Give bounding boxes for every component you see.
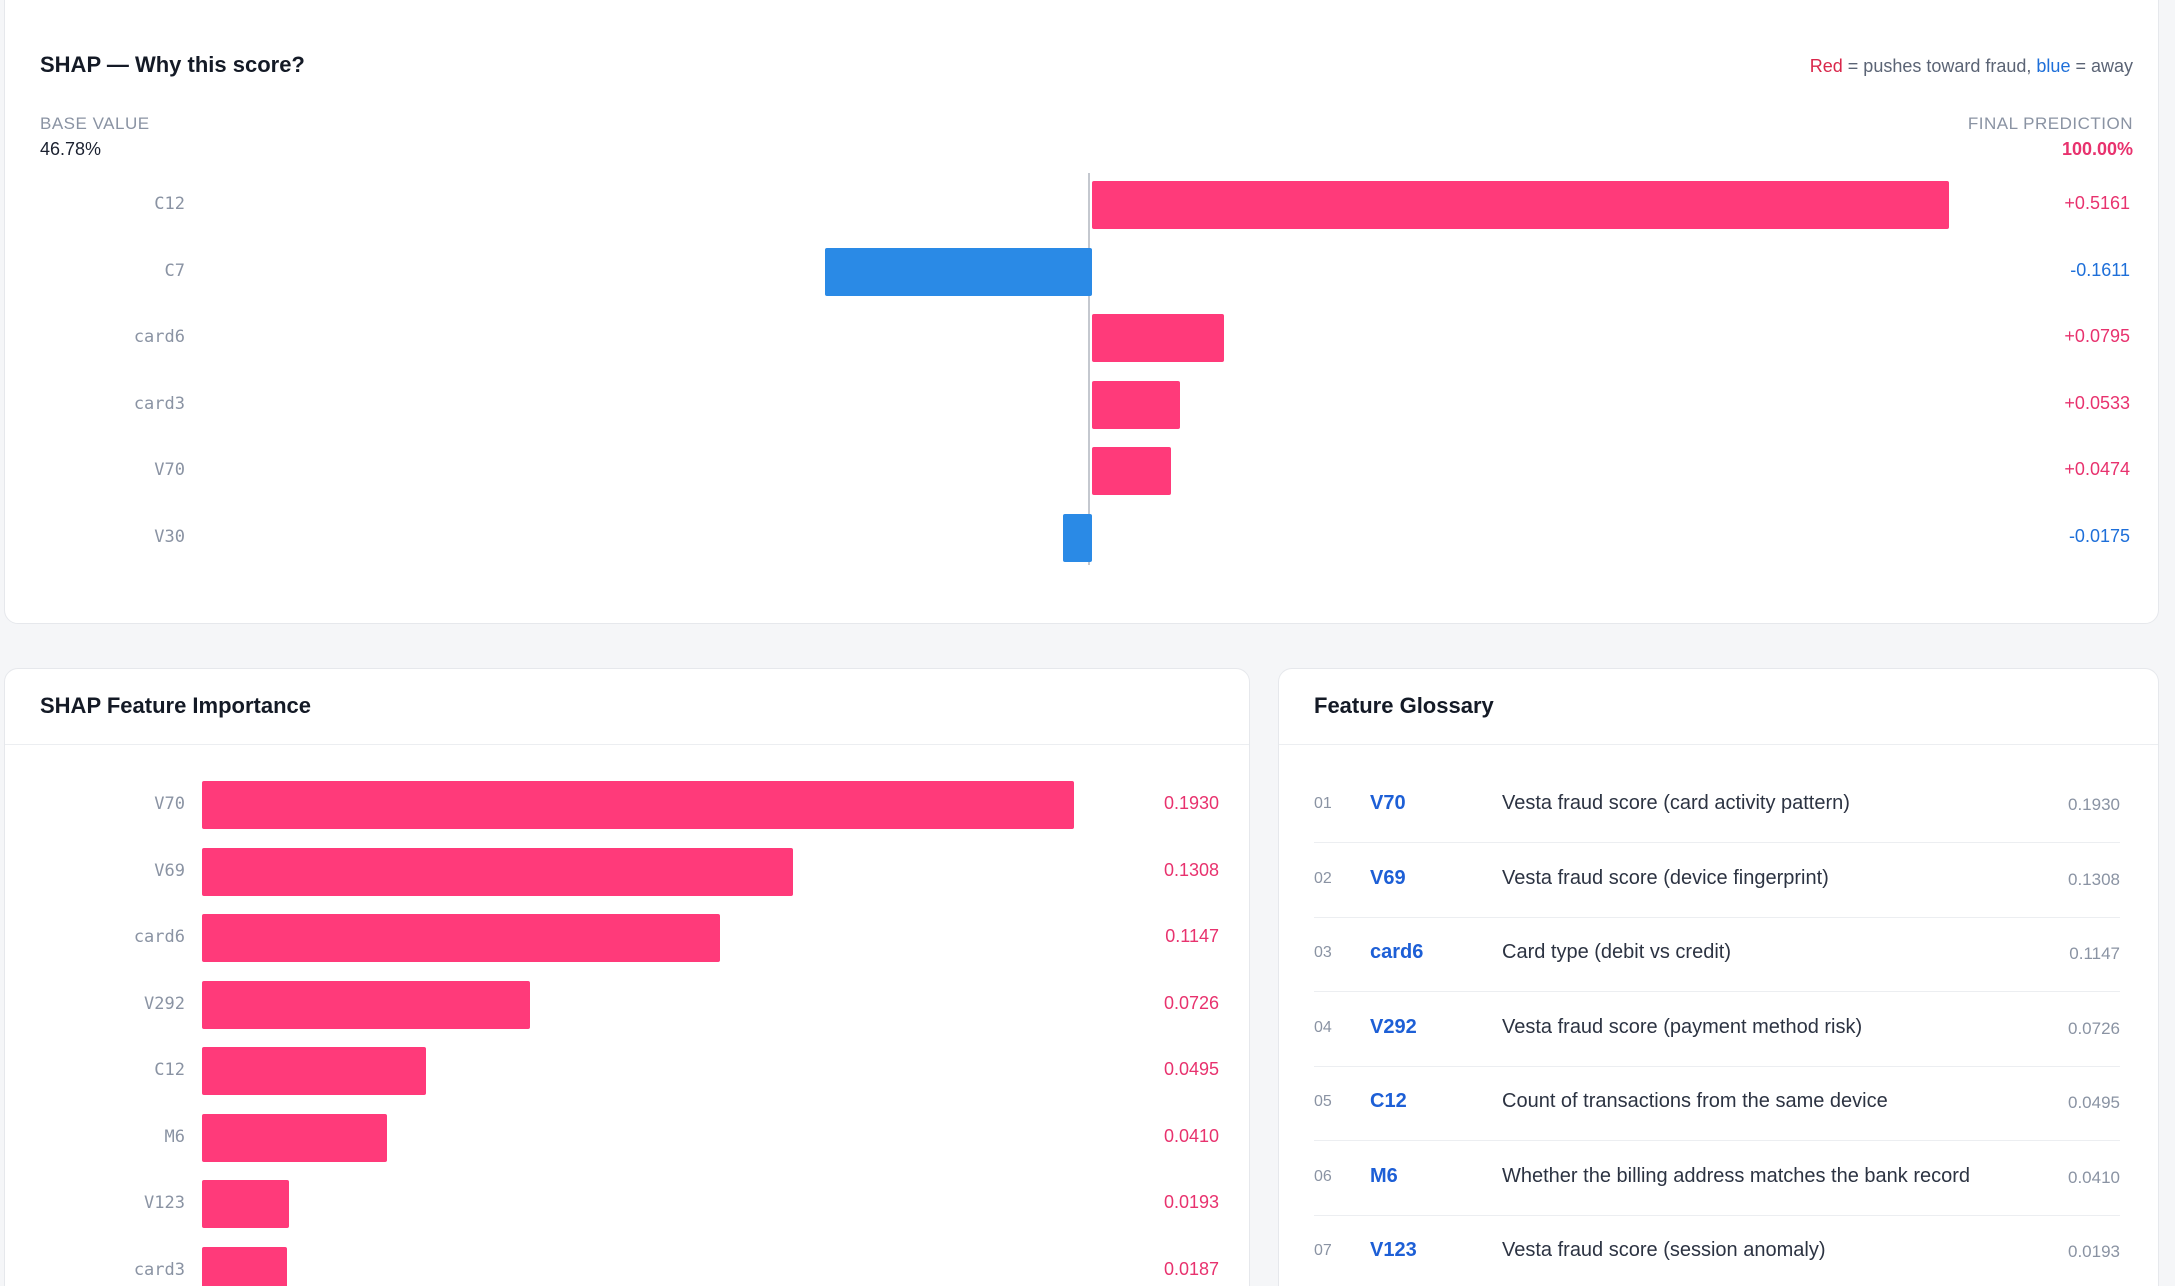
glossary-row-number: 01 bbox=[1314, 795, 1332, 812]
shap-why-card: SHAP — Why this score? Red = pushes towa… bbox=[4, 0, 2159, 624]
glossary-importance-value: 0.0726 bbox=[2068, 1018, 2120, 1038]
glossary-feature-code: V123 bbox=[1370, 1239, 1417, 1261]
glossary-feature-description: Whether the billing address matches the … bbox=[1502, 1164, 1971, 1187]
importance-bar-card6 bbox=[202, 914, 721, 962]
importance-bar-v69 bbox=[202, 847, 794, 896]
feature-label-card3: card3 bbox=[133, 393, 185, 414]
title-divider bbox=[1279, 744, 2158, 745]
shap-bar-v30 bbox=[1062, 513, 1092, 562]
glossary-feature-code: C12 bbox=[1370, 1090, 1407, 1112]
shap-value-v70: +0.0474 bbox=[2064, 459, 2130, 479]
glossary-feature-code: M6 bbox=[1370, 1164, 1398, 1187]
glossary-importance-value: 0.1930 bbox=[2068, 795, 2120, 814]
importance-label-card6: card6 bbox=[133, 927, 185, 947]
glossary-row-number: 07 bbox=[1314, 1242, 1332, 1259]
legend-end: = away bbox=[2070, 56, 2133, 76]
shap-value-c12: +0.5161 bbox=[2064, 193, 2130, 213]
importance-label-v70: V70 bbox=[154, 794, 185, 814]
importance-bar-v70 bbox=[202, 781, 1075, 829]
shap-why-title: SHAP — Why this score? bbox=[40, 52, 305, 77]
importance-label-v123: V123 bbox=[144, 1193, 185, 1213]
feature-importance-title: SHAP Feature Importance bbox=[40, 693, 312, 718]
glossary-feature-description: Card type (debit vs credit) bbox=[1502, 941, 1731, 963]
final-prediction-value: 100.00% bbox=[2061, 139, 2133, 159]
importance-label-v69: V69 bbox=[154, 860, 185, 881]
feature-glossary-title: Feature Glossary bbox=[1314, 693, 1494, 718]
shap-legend: Red = pushes toward fraud, blue = away bbox=[1810, 56, 2133, 77]
glossary-feature-description: Count of transactions from the same devi… bbox=[1502, 1090, 1888, 1112]
shap-bar-card3 bbox=[1092, 380, 1181, 429]
importance-label-m6: M6 bbox=[164, 1126, 185, 1147]
legend-red: Red bbox=[1809, 56, 1843, 76]
glossary-importance-value: 0.0495 bbox=[2068, 1093, 2120, 1112]
importance-value-c12: 0.0495 bbox=[1163, 1059, 1219, 1079]
glossary-feature-code: V69 bbox=[1370, 866, 1406, 889]
importance-bar-v292 bbox=[202, 980, 531, 1029]
glossary-row-number: 05 bbox=[1314, 1093, 1332, 1110]
glossary-row-number: 02 bbox=[1314, 869, 1332, 887]
glossary-feature-description: Vesta fraud score (payment method risk) bbox=[1502, 1015, 1863, 1038]
legend-mid: = pushes toward fraud, bbox=[1842, 56, 2037, 76]
feature-label-c7: C7 bbox=[164, 260, 185, 281]
importance-bar-c12 bbox=[202, 1047, 426, 1095]
glossary-importance-value: 0.0410 bbox=[2068, 1167, 2120, 1187]
importance-bar-m6 bbox=[202, 1113, 388, 1162]
importance-label-card3: card3 bbox=[133, 1259, 185, 1280]
glossary-feature-description: Vesta fraud score (card activity pattern… bbox=[1502, 792, 1850, 814]
glossary-row: 06 M6 Whether the billing address matches … bbox=[1314, 1142, 2120, 1216]
importance-bar-v123 bbox=[202, 1180, 290, 1228]
glossary-row: 04 V292 Vesta fraud score (payment method … bbox=[1314, 993, 2120, 1067]
base-value: 46.78% bbox=[40, 139, 102, 159]
feature-label-v30: V30 bbox=[154, 526, 185, 547]
glossary-importance-value: 0.1308 bbox=[2068, 869, 2120, 889]
final-prediction-label: FINAL PREDICTION bbox=[1967, 114, 2133, 133]
glossary-importance-value: 0.1147 bbox=[2069, 944, 2120, 963]
glossary-row: 03 card6 Card type (debit vs credit) 0.1147 bbox=[1314, 918, 2120, 992]
glossary-feature-description: Vesta fraud score (session anomaly) bbox=[1502, 1239, 1826, 1261]
importance-value-v123: 0.0193 bbox=[1163, 1192, 1219, 1212]
feature-importance-chart: V70 0.1930 V69 0.1308 card6 0.1147 V292 0.0726 C… bbox=[5, 669, 1249, 1286]
shap-waterfall-chart: C12 +0.5161 C7 -0.1611 card6 +0.0795 card3 +0.0… bbox=[5, 0, 2160, 625]
zero-axis-line bbox=[1088, 173, 1090, 565]
importance-value-card3: 0.0187 bbox=[1163, 1258, 1219, 1279]
glossary-feature-code: V292 bbox=[1370, 1015, 1417, 1038]
glossary-feature-code: card6 bbox=[1370, 941, 1424, 963]
importance-value-v70: 0.1930 bbox=[1163, 793, 1219, 813]
importance-label-c12: C12 bbox=[154, 1060, 185, 1080]
shap-value-card3: +0.0533 bbox=[2064, 392, 2130, 413]
shap-bar-c7 bbox=[824, 247, 1092, 296]
feature-label-c12: C12 bbox=[154, 194, 185, 214]
legend-blue: blue bbox=[2036, 56, 2071, 76]
importance-value-v292: 0.0726 bbox=[1163, 992, 1219, 1013]
glossary-row: 07 V123 Vesta fraud score (session anomaly… bbox=[1314, 1216, 2120, 1286]
title-divider bbox=[5, 744, 1249, 745]
importance-value-v69: 0.1308 bbox=[1163, 859, 1219, 880]
glossary-row-number: 06 bbox=[1314, 1167, 1332, 1185]
importance-bar-card3 bbox=[202, 1246, 287, 1286]
shap-value-c7: -0.1611 bbox=[2070, 259, 2130, 280]
shap-value-card6: +0.0795 bbox=[2064, 326, 2130, 346]
feature-importance-card: SHAP Feature Importance V70 0.1930 V69 0.13… bbox=[4, 668, 1250, 1286]
shap-bar-card6 bbox=[1092, 314, 1224, 362]
importance-value-card6: 0.1147 bbox=[1165, 926, 1219, 946]
glossary-row-number: 03 bbox=[1314, 944, 1332, 961]
glossary-row: 05 C12 Count of transactions from the same… bbox=[1314, 1067, 2120, 1141]
glossary-row-number: 04 bbox=[1314, 1018, 1332, 1036]
glossary-feature-description: Vesta fraud score (device fingerprint) bbox=[1502, 866, 1829, 889]
shap-bar-c12 bbox=[1092, 181, 1949, 229]
feature-label-v70: V70 bbox=[154, 460, 185, 480]
feature-label-card6: card6 bbox=[133, 327, 185, 347]
shap-value-v30: -0.0175 bbox=[2068, 525, 2130, 546]
glossary-importance-value: 0.0193 bbox=[2068, 1242, 2120, 1261]
importance-value-m6: 0.0410 bbox=[1163, 1125, 1219, 1146]
shap-bar-v70 bbox=[1092, 447, 1171, 495]
feature-glossary-card: Feature Glossary 01 V70 Vesta fraud score … bbox=[1278, 668, 2159, 1286]
glossary-feature-code: V70 bbox=[1370, 792, 1406, 814]
importance-label-v292: V292 bbox=[144, 993, 185, 1014]
glossary-row: 02 V69 Vesta fraud score (device fingerpri… bbox=[1314, 844, 2120, 918]
glossary-row: 01 V70 Vesta fraud score (card activity pa… bbox=[1314, 769, 2120, 843]
base-value-label: BASE VALUE bbox=[40, 114, 150, 133]
